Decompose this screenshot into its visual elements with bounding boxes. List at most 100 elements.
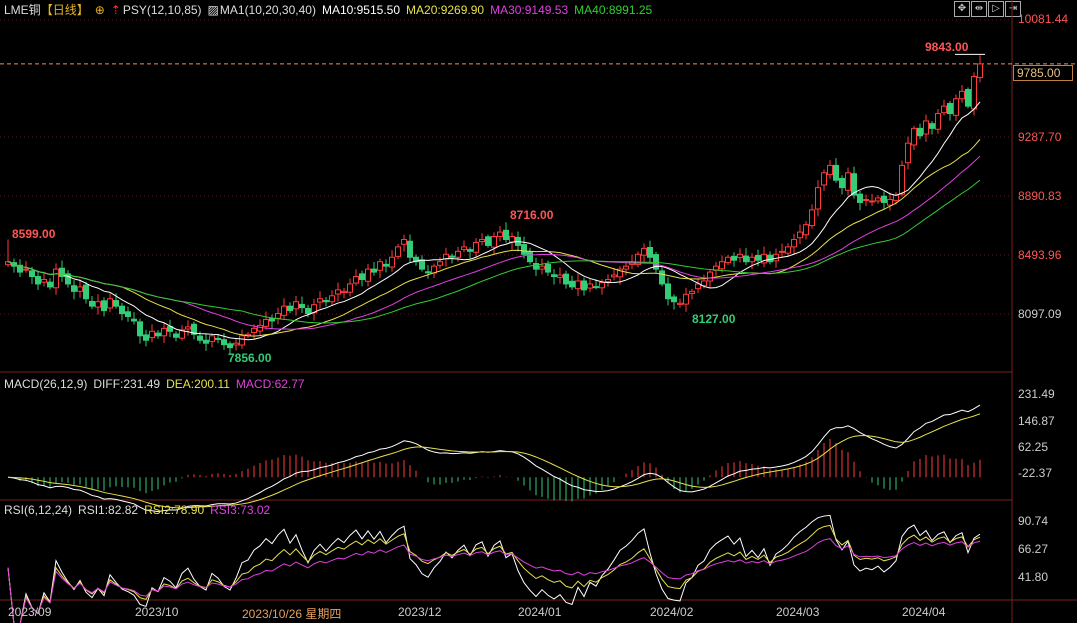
candle-body	[959, 90, 965, 100]
candle-body	[641, 247, 647, 256]
candle-body	[41, 278, 47, 283]
x-tick: 2023/12	[398, 605, 442, 619]
candle-body	[863, 198, 869, 201]
macd-tick: -22.37	[1018, 466, 1053, 480]
candle-body	[653, 254, 659, 270]
candle-body	[761, 253, 767, 264]
macd-tick: 146.87	[1018, 414, 1055, 428]
candle-body	[293, 301, 299, 310]
ma40-value: MA40:8991.25	[574, 3, 653, 17]
x-tick: 2024/03	[776, 605, 820, 619]
x-tick: 2023/10	[135, 605, 179, 619]
go-end-icon[interactable]: ⇥	[1005, 1, 1021, 17]
candle-body	[107, 298, 113, 309]
candle-body	[545, 263, 551, 273]
candle-body	[161, 327, 167, 337]
candle-body	[29, 270, 35, 278]
candle-body	[167, 326, 173, 332]
rsi-legend: RSI(6,12,24) RSI1:82.82 RSI2:78.90 RSI3:73.…	[4, 503, 276, 517]
candle-body	[179, 329, 185, 339]
candle-body	[353, 276, 359, 284]
candle-body	[599, 281, 605, 289]
high-label-8599: 8599.00	[12, 227, 56, 241]
candle-body	[65, 273, 71, 285]
candle-body	[251, 327, 257, 334]
candle-body	[917, 127, 923, 137]
candle-body	[227, 343, 233, 349]
candle-body	[881, 195, 887, 203]
candle-body	[827, 164, 833, 176]
candle-body	[683, 293, 689, 305]
candle-body	[929, 123, 935, 129]
ma20-value: MA20:9269.90	[406, 3, 485, 17]
candle-body	[707, 271, 713, 282]
candle-body	[425, 271, 431, 274]
candle-body	[413, 256, 419, 263]
candle-body	[407, 240, 413, 258]
candle-body	[35, 276, 41, 285]
rsi3-value: RSI3:73.02	[210, 503, 271, 517]
diff-value: DIFF:231.49	[93, 377, 161, 391]
candle-body	[389, 256, 395, 268]
zoom-range-icon[interactable]: ⇹	[971, 1, 987, 17]
candle-body	[377, 261, 383, 271]
y-tick: 8890.83	[1018, 189, 1062, 203]
high-label-9843: 9843.00	[925, 40, 969, 54]
candle-body	[383, 263, 389, 267]
candle-body	[785, 246, 791, 254]
candle-body	[89, 300, 95, 307]
candle-body	[119, 305, 125, 315]
add-icon[interactable]: ⊕	[94, 3, 105, 17]
low-label-7856: 7856.00	[228, 351, 272, 365]
candle-body	[419, 259, 425, 270]
candle-body	[557, 274, 563, 278]
candle-body	[215, 337, 221, 340]
play-icon[interactable]: ▷	[988, 1, 1004, 17]
candle-body	[53, 268, 59, 289]
candle-body	[779, 250, 785, 253]
candle-body	[101, 300, 107, 312]
crosshair-icon[interactable]: ✥	[954, 1, 970, 17]
candle-body	[551, 274, 557, 278]
candle-body	[689, 290, 695, 294]
candle-body	[203, 339, 209, 344]
rsi-tick: 41.80	[1018, 570, 1049, 584]
candle-body	[527, 251, 533, 263]
rsi-tick: 90.74	[1018, 514, 1049, 528]
candle-body	[791, 238, 797, 248]
candle-body	[491, 236, 497, 248]
x-tick: 2024/01	[518, 605, 562, 619]
candle-body	[329, 295, 335, 303]
period[interactable]: 【日线】	[40, 3, 89, 17]
candle-body	[59, 267, 65, 278]
candle-body	[233, 342, 239, 346]
candle-body	[479, 238, 485, 243]
candle-body	[461, 246, 467, 251]
candle-body	[449, 255, 455, 258]
candle-body	[935, 113, 941, 130]
x-tick: 2024/04	[902, 605, 946, 619]
ma10-line	[7, 101, 981, 341]
candle-body	[197, 335, 203, 341]
candle-body	[815, 187, 821, 210]
candle-body	[359, 273, 365, 280]
candle-body	[695, 283, 701, 290]
candle-body	[899, 164, 905, 195]
main-legend: LME铜【日线】 ⊕ ⇡ PSY(12,10,85) ▨MA1(10,20,30,40)…	[4, 1, 658, 18]
candle-body	[47, 281, 53, 288]
candle-body	[635, 253, 641, 265]
candle-body	[575, 280, 581, 290]
candle-body	[797, 231, 803, 239]
candle-body	[821, 172, 827, 186]
candle-body	[17, 264, 23, 273]
indicator-icon[interactable]: ▨	[207, 3, 219, 17]
candle-body	[737, 253, 743, 259]
macd-legend: MACD(26,12,9) DIFF:231.49 DEA:200.11 MACD:6…	[4, 377, 311, 391]
ma-set-label[interactable]: MA1(10,20,30,40)	[219, 3, 316, 17]
ma30-value: MA30:9149.53	[490, 3, 569, 17]
candle-body	[851, 173, 857, 196]
candle-body	[509, 236, 515, 243]
low-label-8127: 8127.00	[692, 312, 736, 326]
candle-body	[671, 296, 677, 303]
